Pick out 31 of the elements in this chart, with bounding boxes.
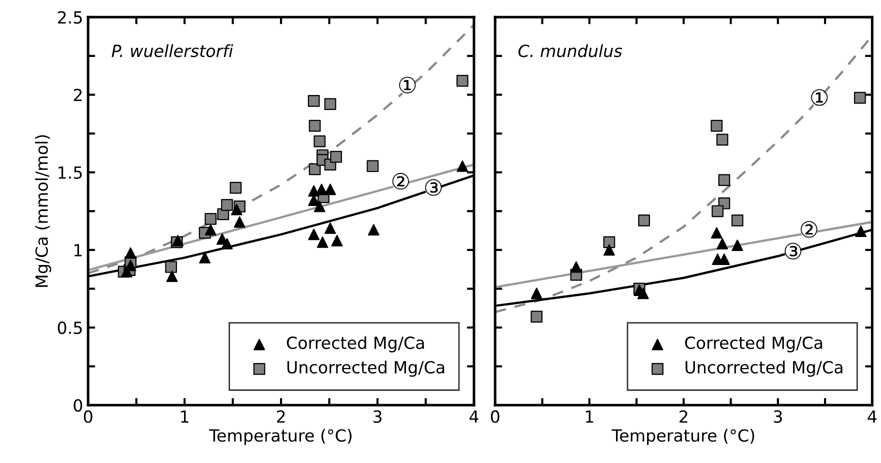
x-tick-label: 0 (84, 410, 92, 423)
annotation: ③ (425, 179, 442, 196)
legend-label: Corrected Mg/Ca (685, 336, 822, 352)
annotation: ③ (784, 242, 802, 260)
x-tick-label: 0 (490, 410, 500, 423)
legend-label: Corrected Mg/Ca (286, 336, 424, 352)
x-axis-title: Temperature (°C) (209, 428, 352, 446)
y-tick-label: 2 (74, 88, 82, 102)
x-tick-label: 3 (774, 410, 782, 423)
x-tick-label: 3 (373, 410, 382, 423)
annotation: ② (392, 172, 409, 190)
text: C. mundulus (518, 44, 622, 58)
annotation: ② (800, 221, 818, 238)
y-tick-label: 1 (74, 244, 82, 256)
x-tick-label: 1 (181, 410, 188, 423)
legend-label: Uncorrected Mg/Ca (287, 360, 444, 377)
text: P. wuellerstorfi (112, 44, 234, 58)
y-tick-label: 2.5 (58, 11, 82, 24)
x-tick-label: 2 (276, 410, 285, 423)
x-tick-label: 4 (469, 410, 478, 423)
y-tick-label: 1.5 (58, 166, 82, 179)
y-tick-label: 0 (74, 399, 82, 412)
x-tick-label: 4 (868, 410, 877, 423)
annotation: ① (811, 89, 828, 106)
legend-label: Uncorrected Mg/Ca (686, 360, 842, 377)
x-tick-label: 2 (680, 410, 688, 423)
y-axis-title: Mg/Ca (mmol/mol) (35, 135, 52, 287)
x-axis-title: Temperature (°C) (612, 428, 754, 446)
y-tick-label: 0.5 (58, 321, 82, 334)
annotation: ① (399, 76, 416, 94)
x-tick-label: 1 (586, 410, 594, 423)
